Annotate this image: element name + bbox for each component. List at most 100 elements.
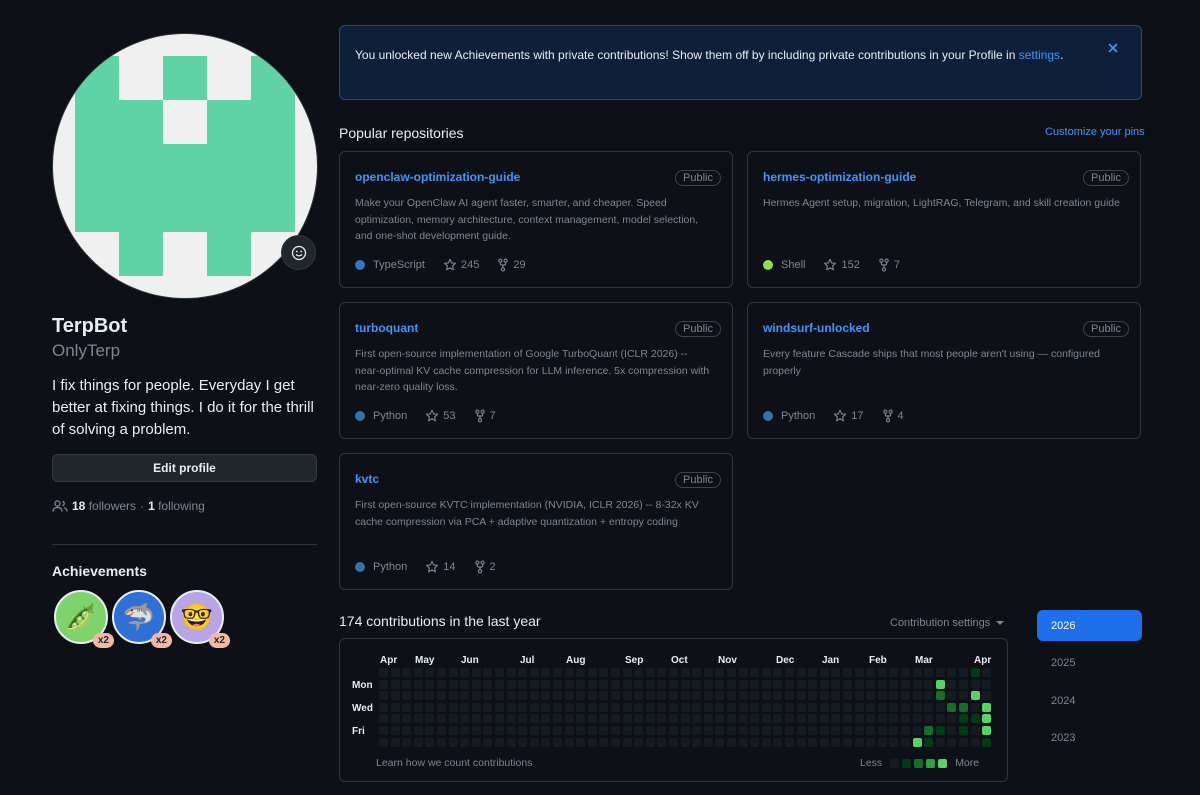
contribution-day[interactable] — [924, 726, 934, 735]
contribution-day[interactable] — [877, 726, 887, 735]
contribution-day[interactable] — [901, 737, 910, 747]
contribution-day[interactable] — [889, 737, 899, 747]
contribution-day[interactable] — [518, 668, 528, 677]
contribution-day[interactable] — [657, 737, 667, 747]
contribution-day[interactable] — [541, 714, 551, 724]
contribution-day[interactable] — [541, 737, 551, 747]
contribution-day[interactable] — [889, 679, 899, 689]
contribution-day[interactable] — [506, 737, 516, 747]
contribution-day[interactable] — [518, 714, 528, 724]
contribution-day[interactable] — [982, 668, 992, 677]
contribution-day[interactable] — [634, 737, 644, 747]
contribution-day[interactable] — [935, 668, 945, 677]
contribution-day[interactable] — [761, 702, 771, 712]
contribution-day[interactable] — [680, 714, 690, 724]
contribution-day[interactable] — [413, 668, 423, 677]
contribution-day[interactable] — [669, 737, 678, 747]
contribution-day[interactable] — [912, 668, 922, 677]
contribution-day[interactable] — [495, 691, 504, 701]
contribution-day[interactable] — [692, 702, 702, 712]
achievement-badge[interactable]: 🫛 x2 — [54, 590, 114, 648]
contribution-day[interactable] — [645, 668, 655, 677]
contribution-day[interactable] — [854, 726, 864, 735]
contribution-day[interactable] — [912, 702, 922, 712]
contribution-day[interactable] — [901, 726, 910, 735]
contribution-day[interactable] — [854, 702, 864, 712]
contribution-day[interactable] — [553, 726, 562, 735]
contribution-day[interactable] — [935, 714, 945, 724]
contribution-day[interactable] — [703, 714, 713, 724]
contribution-day[interactable] — [669, 714, 678, 724]
contribution-day[interactable] — [808, 737, 818, 747]
contribution-day[interactable] — [831, 668, 841, 677]
contribution-day[interactable] — [379, 702, 388, 712]
contribution-day[interactable] — [506, 714, 516, 724]
contribution-day[interactable] — [959, 714, 968, 724]
contribution-day[interactable] — [529, 691, 539, 701]
year-button-2023[interactable]: 2023 — [1051, 732, 1076, 744]
contribution-day[interactable] — [518, 691, 528, 701]
contribution-day[interactable] — [402, 679, 412, 689]
achievement-badge[interactable]: 🤓 x2 — [170, 590, 230, 648]
contribution-day[interactable] — [959, 726, 968, 735]
contribution-day[interactable] — [495, 668, 504, 677]
contribution-day[interactable] — [773, 679, 783, 689]
contribution-day[interactable] — [425, 737, 435, 747]
contribution-day[interactable] — [425, 668, 435, 677]
contribution-day[interactable] — [727, 691, 736, 701]
contribution-day[interactable] — [460, 679, 470, 689]
contribution-day[interactable] — [808, 714, 818, 724]
contribution-day[interactable] — [390, 726, 400, 735]
contribution-day[interactable] — [413, 737, 423, 747]
contribution-day[interactable] — [796, 668, 806, 677]
contribution-day[interactable] — [576, 668, 586, 677]
contribution-day[interactable] — [587, 702, 597, 712]
contribution-day[interactable] — [599, 737, 609, 747]
contribution-day[interactable] — [901, 702, 910, 712]
contribution-day[interactable] — [947, 737, 957, 747]
contribution-day[interactable] — [808, 679, 818, 689]
contribution-day[interactable] — [970, 737, 980, 747]
contribution-day[interactable] — [622, 668, 632, 677]
contribution-day[interactable] — [854, 668, 864, 677]
contribution-day[interactable] — [657, 691, 667, 701]
contribution-day[interactable] — [715, 702, 725, 712]
contribution-day[interactable] — [785, 679, 794, 689]
contribution-day[interactable] — [843, 679, 852, 689]
contribution-day[interactable] — [471, 679, 481, 689]
contribution-day[interactable] — [413, 726, 423, 735]
contribution-day[interactable] — [425, 726, 435, 735]
contribution-day[interactable] — [854, 737, 864, 747]
contribution-day[interactable] — [761, 668, 771, 677]
repo-stars-link[interactable]: 53 — [425, 409, 456, 423]
contribution-day[interactable] — [703, 679, 713, 689]
contribution-day[interactable] — [785, 714, 794, 724]
contribution-day[interactable] — [379, 668, 388, 677]
contribution-day[interactable] — [390, 691, 400, 701]
contribution-day[interactable] — [982, 714, 992, 724]
contribution-day[interactable] — [553, 737, 562, 747]
contribution-day[interactable] — [622, 737, 632, 747]
contribution-day[interactable] — [959, 668, 968, 677]
contribution-day[interactable] — [738, 726, 748, 735]
contribution-day[interactable] — [390, 737, 400, 747]
contribution-day[interactable] — [460, 737, 470, 747]
contribution-day[interactable] — [982, 702, 992, 712]
contribution-day[interactable] — [935, 691, 945, 701]
contribution-day[interactable] — [669, 702, 678, 712]
contribution-day[interactable] — [564, 668, 574, 677]
contribution-day[interactable] — [750, 691, 760, 701]
contribution-day[interactable] — [564, 679, 574, 689]
contribution-day[interactable] — [738, 668, 748, 677]
contribution-day[interactable] — [761, 726, 771, 735]
contribution-day[interactable] — [425, 679, 435, 689]
contribution-day[interactable] — [808, 726, 818, 735]
contribution-day[interactable] — [866, 702, 876, 712]
achievement-badge[interactable]: 🦈 x2 — [112, 590, 172, 648]
learn-contributions-link[interactable]: Learn how we count contributions — [376, 757, 533, 769]
contribution-day[interactable] — [703, 726, 713, 735]
contribution-day[interactable] — [935, 702, 945, 712]
contribution-day[interactable] — [541, 679, 551, 689]
contribution-day[interactable] — [669, 726, 678, 735]
contribution-day[interactable] — [796, 679, 806, 689]
